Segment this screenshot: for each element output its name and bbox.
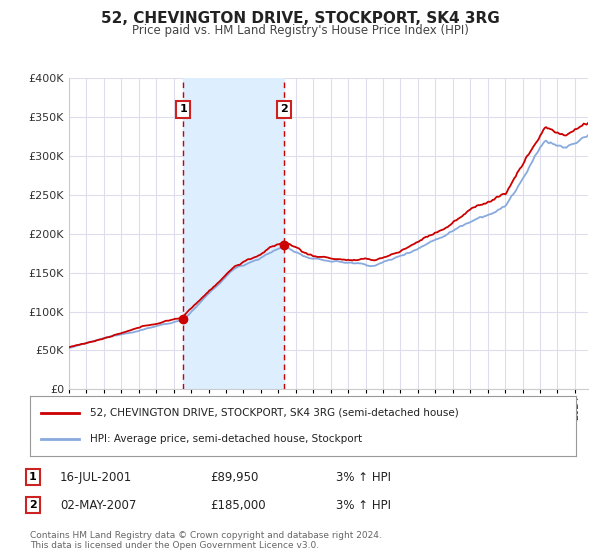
Text: 2: 2 — [29, 500, 37, 510]
Text: 52, CHEVINGTON DRIVE, STOCKPORT, SK4 3RG: 52, CHEVINGTON DRIVE, STOCKPORT, SK4 3RG — [101, 11, 499, 26]
Text: 52, CHEVINGTON DRIVE, STOCKPORT, SK4 3RG (semi-detached house): 52, CHEVINGTON DRIVE, STOCKPORT, SK4 3RG… — [90, 408, 459, 418]
Text: 2: 2 — [280, 105, 288, 114]
Bar — [183, 78, 284, 389]
Text: HPI: Average price, semi-detached house, Stockport: HPI: Average price, semi-detached house,… — [90, 435, 362, 445]
Text: 1: 1 — [179, 105, 187, 114]
Text: £185,000: £185,000 — [210, 498, 266, 512]
Text: 16-JUL-2001: 16-JUL-2001 — [60, 470, 132, 484]
Text: Price paid vs. HM Land Registry's House Price Index (HPI): Price paid vs. HM Land Registry's House … — [131, 24, 469, 37]
Text: Contains HM Land Registry data © Crown copyright and database right 2024.
This d: Contains HM Land Registry data © Crown c… — [30, 531, 382, 550]
Text: £89,950: £89,950 — [210, 470, 259, 484]
Text: 02-MAY-2007: 02-MAY-2007 — [60, 498, 136, 512]
Text: 3% ↑ HPI: 3% ↑ HPI — [336, 498, 391, 512]
Text: 1: 1 — [29, 472, 37, 482]
Text: 3% ↑ HPI: 3% ↑ HPI — [336, 470, 391, 484]
